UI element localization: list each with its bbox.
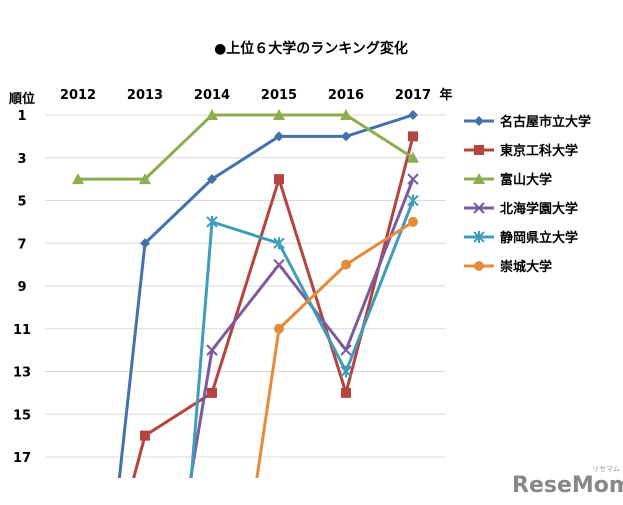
y-tick-13: 13 <box>13 366 31 381</box>
resemom-logo: ReseMom リセマム <box>512 465 623 498</box>
data-point-0-5 <box>408 110 418 120</box>
x-tick-2015: 2015 <box>261 88 297 103</box>
legend-label-4: 静岡県立大学 <box>500 230 578 246</box>
series-line-1 <box>132 135 415 478</box>
series-4 <box>189 194 419 478</box>
data-point-0-2 <box>207 174 217 185</box>
data-point-2-0 <box>72 173 84 185</box>
legend-marker-0 <box>474 116 484 126</box>
y-tick-7: 7 <box>17 237 26 252</box>
legend-item-2: 富山大学 <box>464 172 552 188</box>
legend-item-5: 崇城大学 <box>464 259 552 275</box>
legend-label-2: 富山大学 <box>500 172 552 188</box>
data-point-1-5 <box>408 131 418 142</box>
legend-marker-2 <box>473 173 485 184</box>
legend-label-5: 崇城大学 <box>500 259 552 275</box>
y-axis-unit: 順位 <box>9 91 35 107</box>
legend-label-1: 東京工科大学 <box>500 143 578 159</box>
data-point-2-4 <box>340 109 352 120</box>
y-tick-17: 17 <box>13 451 31 466</box>
legend-item-0: 名古屋市立大学 <box>464 114 591 130</box>
series-5 <box>255 216 418 478</box>
data-point-1-4 <box>341 387 351 398</box>
data-point-2-2 <box>206 109 218 120</box>
data-point-4-4 <box>340 365 352 378</box>
y-tick-3: 3 <box>17 152 26 167</box>
watermark-sub: リセマム <box>592 465 620 473</box>
data-point-2-3 <box>273 109 285 120</box>
data-point-5-3 <box>274 323 284 334</box>
data-point-4-2 <box>206 215 218 228</box>
y-tick-5: 5 <box>17 195 26 210</box>
data-point-1-2 <box>207 387 217 398</box>
series-2 <box>72 109 419 185</box>
legend-item-4: 静岡県立大学 <box>464 230 578 246</box>
x-tick-2016: 2016 <box>328 88 364 103</box>
data-point-0-4 <box>341 131 351 142</box>
data-point-1-3 <box>274 174 284 185</box>
data-point-5-4 <box>341 259 351 270</box>
y-tick-1: 1 <box>17 109 26 124</box>
legend-marker-4 <box>473 231 485 243</box>
legend-label-3: 北海学園大学 <box>500 201 578 217</box>
data-point-5-5 <box>408 216 418 227</box>
legend-marker-1 <box>474 145 484 155</box>
data-point-3-3 <box>273 258 285 271</box>
x-tick-2014: 2014 <box>194 88 230 103</box>
data-point-0-1 <box>140 238 150 249</box>
legend-marker-5 <box>474 261 484 271</box>
series-line-5 <box>255 220 414 478</box>
x-tick-2017: 2017 <box>395 88 431 103</box>
x-tick-2013: 2013 <box>127 88 163 103</box>
data-point-3-5 <box>407 173 419 185</box>
series-line-0 <box>117 113 414 478</box>
series-line-2 <box>78 113 414 181</box>
y-tick-15: 15 <box>13 408 31 423</box>
data-point-4-3 <box>273 237 285 250</box>
y-tick-11: 11 <box>13 323 31 338</box>
series-line-3 <box>189 178 415 478</box>
series-lines <box>72 109 419 478</box>
x-tick-2012: 2012 <box>60 88 96 103</box>
legend-item-1: 東京工科大学 <box>464 143 578 159</box>
data-point-3-2 <box>206 344 218 356</box>
data-point-3-4 <box>340 344 352 356</box>
series-3 <box>189 173 419 478</box>
legend-label-0: 名古屋市立大学 <box>500 114 591 130</box>
data-point-2-1 <box>139 173 151 185</box>
chart-title: ●上位６大学のランキング変化 <box>214 40 408 57</box>
data-point-2-5 <box>407 151 419 163</box>
x-axis-unit: 年 <box>439 87 452 103</box>
series-0 <box>117 110 418 478</box>
watermark-text: ReseMom <box>512 473 623 498</box>
x-tick-labels: 2012 2013 2014 2015 2016 2017 <box>60 88 431 103</box>
legend-marker-3 <box>473 202 485 214</box>
data-point-4-5 <box>407 194 419 207</box>
data-point-0-3 <box>274 131 284 142</box>
y-tick-9: 9 <box>17 280 26 295</box>
legend-item-3: 北海学園大学 <box>464 201 578 217</box>
data-point-1-1 <box>140 430 150 441</box>
series-1 <box>132 131 418 478</box>
